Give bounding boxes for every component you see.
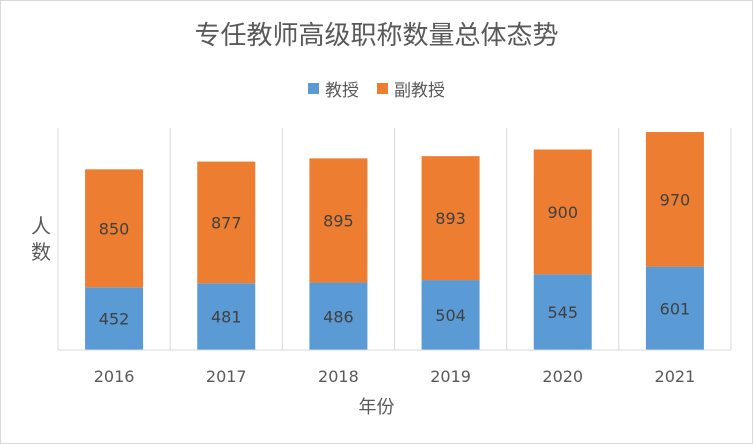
bar-professor-2021	[645, 266, 704, 350]
data-label-professor-2017: 481	[211, 308, 242, 327]
x-axis-label: 年份	[358, 397, 395, 418]
bar-professor-2018	[309, 282, 368, 350]
data-label-associate-professor-2016: 850	[99, 219, 130, 238]
legend-label-associate-professor: 副教授	[394, 81, 445, 101]
legend-swatch-associate-professor	[377, 83, 388, 94]
data-label-associate-professor-2019: 893	[435, 209, 466, 228]
data-label-professor-2021: 601	[660, 299, 691, 318]
x-tick-label-2016: 2016	[94, 367, 135, 386]
bar-associate-professor-2021	[645, 132, 704, 267]
chart-title: 专任教师高级职称数量总体态势	[194, 21, 559, 51]
data-label-professor-2018: 486	[323, 307, 354, 326]
y-axis-label: 人数	[31, 214, 51, 264]
bar-associate-professor-2020	[533, 149, 592, 275]
x-tick-label-2019: 2019	[430, 367, 471, 386]
x-tick-label-2020: 2020	[542, 367, 583, 386]
bar-professor-2019	[421, 280, 480, 350]
legend-label-professor: 教授	[325, 81, 359, 101]
legend-item-professor: 教授	[308, 76, 359, 101]
bar-professor-2020	[533, 274, 592, 350]
data-label-associate-professor-2018: 895	[323, 211, 354, 230]
legend: 教授 副教授	[1, 76, 752, 101]
data-label-associate-professor-2017: 877	[211, 213, 242, 232]
bar-associate-professor-2016	[85, 169, 144, 288]
data-label-associate-professor-2020: 900	[547, 203, 578, 222]
bar-associate-professor-2017	[197, 161, 256, 284]
bar-professor-2016	[85, 287, 144, 350]
data-label-professor-2019: 504	[435, 306, 466, 325]
data-label-associate-professor-2021: 970	[660, 190, 691, 209]
x-tick-label-2018: 2018	[318, 367, 359, 386]
legend-swatch-professor	[308, 83, 319, 94]
data-label-professor-2020: 545	[547, 303, 578, 322]
bar-professor-2017	[197, 283, 256, 350]
x-tick-label-2021: 2021	[655, 367, 696, 386]
data-label-professor-2016: 452	[99, 310, 130, 329]
legend-item-associate-professor: 副教授	[377, 76, 445, 101]
x-tick-label-2017: 2017	[206, 367, 247, 386]
bar-associate-professor-2019	[421, 156, 480, 281]
bar-associate-professor-2018	[309, 158, 368, 283]
